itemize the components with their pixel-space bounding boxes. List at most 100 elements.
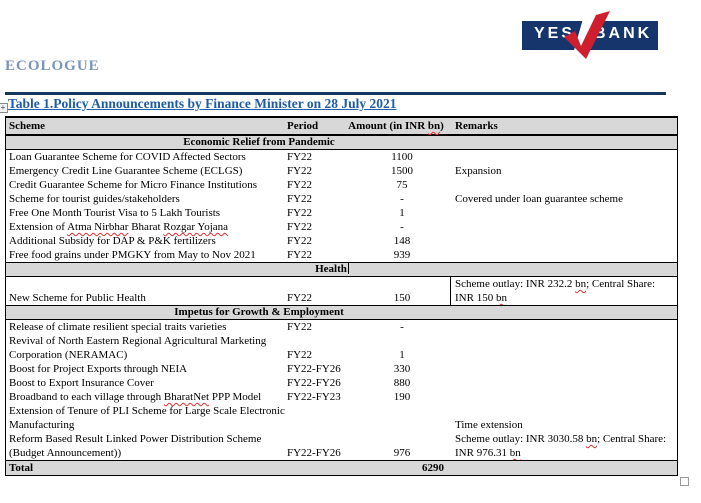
cell-border-line (450, 277, 451, 291)
amount-cell[interactable]: 75 (396, 179, 408, 191)
amount-cell[interactable]: 880 (393, 377, 411, 389)
section-header-label[interactable]: Impetus for Growth & Employment (174, 306, 344, 318)
section-header-row[interactable]: Impetus for Growth & Employment (6, 305, 677, 320)
scheme-cell[interactable]: Loan Guarantee Scheme for COVID Affected… (9, 151, 246, 163)
table-row[interactable]: (Budget Announcement)) FY22-FY26 976 INR 97… (6, 446, 677, 460)
table-row[interactable]: New Scheme for Public Health FY22 150 INR 1… (6, 291, 677, 305)
amount-cell[interactable]: - (400, 193, 404, 205)
amount-cell[interactable]: 1100 (391, 151, 413, 163)
table-row[interactable]: Extension of Atma Nirbhar Bharat Rozgar … (6, 220, 677, 234)
period-cell[interactable]: FY22-FY26 (287, 377, 341, 389)
table-row[interactable]: Manufacturing Time extension (6, 418, 677, 432)
remarks-cell[interactable]: Covered under loan guarantee scheme (455, 193, 623, 205)
scheme-cell[interactable]: Free food grains under PMGKY from May to… (9, 249, 256, 261)
scheme-cell[interactable]: Additional Subsidy for DAP & P&K fertili… (9, 235, 216, 247)
period-cell[interactable]: FY22 (287, 179, 313, 191)
section-header-row[interactable]: Health (6, 262, 677, 277)
amount-cell[interactable]: - (400, 221, 404, 233)
scheme-cell[interactable]: Scheme for tourist guides/stakeholders (9, 193, 180, 205)
period-cell[interactable]: FY22 (287, 292, 313, 304)
table-anchor-icon[interactable]: + (0, 103, 8, 113)
table-resize-handle[interactable] (680, 477, 689, 486)
amount-cell[interactable]: 330 (393, 363, 411, 375)
scheme-cell[interactable]: Boost for Project Exports through NEIA (9, 363, 188, 375)
ecologue-wordmark[interactable]: ECOLOGUE (5, 58, 100, 74)
scheme-cell[interactable]: (Budget Announcement)) (9, 447, 122, 459)
scheme-cell[interactable]: Reform Based Result Linked Power Distrib… (9, 433, 262, 445)
table-row[interactable]: Loan Guarantee Scheme for COVID Affected… (6, 150, 677, 164)
amount-cell[interactable]: 150 (393, 292, 411, 304)
spellcheck-squiggle: bn (509, 447, 521, 459)
period-cell[interactable]: FY22 (287, 349, 313, 361)
column-header-period[interactable]: Period (287, 120, 319, 132)
scheme-cell[interactable]: Broadband to each village through Bharat… (9, 391, 262, 403)
section-header-row[interactable]: Economic Relief from Pandemic (6, 135, 677, 150)
table-row[interactable]: Scheme for tourist guides/stakeholders FY… (6, 192, 677, 206)
cell-border-line (450, 291, 451, 305)
column-header-amount[interactable]: Amount (in INR bn) (348, 120, 444, 132)
spellcheck-squiggle: Rozgar Yojana (163, 221, 229, 233)
scheme-cell[interactable]: Revival of North Eastern Regional Agricu… (9, 335, 267, 347)
table-header-row[interactable]: Scheme Period Amount (in INR bn) Remarks (6, 118, 677, 135)
period-cell[interactable]: FY22 (287, 193, 313, 205)
red-tick-icon (564, 11, 610, 59)
period-cell[interactable]: FY22-FY26 (287, 363, 341, 375)
amount-cell[interactable]: 1500 (391, 165, 413, 177)
period-cell[interactable]: FY22 (287, 321, 313, 333)
period-cell[interactable]: FY22-FY23 (287, 391, 341, 403)
period-cell[interactable]: FY22 (287, 207, 313, 219)
table-row[interactable]: Credit Guarantee Scheme for Micro Financ… (6, 178, 677, 192)
period-cell[interactable]: FY22 (287, 235, 313, 247)
table-row[interactable]: Free One Month Tourist Visa to 5 Lakh To… (6, 206, 677, 220)
table-row[interactable]: Boost to Export Insurance Cover FY22-FY26… (6, 376, 677, 390)
scheme-cell[interactable]: New Scheme for Public Health (9, 292, 146, 304)
table-row[interactable]: Reform Based Result Linked Power Distrib… (6, 432, 677, 446)
remarks-cell[interactable]: INR 976.31 bn (455, 447, 521, 459)
section-header-label[interactable]: Health (315, 263, 349, 275)
scheme-cell[interactable]: Release of climate resilient special tra… (9, 321, 227, 333)
remarks-cell[interactable]: Scheme outlay: INR 3030.58 bn; Central S… (455, 433, 667, 445)
remarks-cell[interactable]: INR 150 bn (455, 292, 507, 304)
remarks-cell[interactable]: Time extension (455, 419, 523, 431)
table-row[interactable]: Scheme outlay: INR 232.2 bn; Central Sha… (6, 277, 677, 291)
period-cell[interactable]: FY22 (287, 151, 313, 163)
table-title[interactable]: Table 1.Policy Announcements by Finance … (8, 96, 397, 111)
period-cell[interactable]: FY22 (287, 165, 313, 177)
policy-table[interactable]: Scheme Period Amount (in INR bn) Remarks Eco… (5, 116, 678, 476)
amount-cell[interactable]: 1 (399, 207, 405, 219)
table-row[interactable]: Release of climate resilient special tra… (6, 320, 677, 334)
scheme-cell[interactable]: Corporation (NERAMAC) (9, 349, 128, 361)
table-row[interactable]: Emergency Credit Line Guarantee Scheme (… (6, 164, 677, 178)
table-row[interactable]: Corporation (NERAMAC) FY22 1 (6, 348, 677, 362)
period-cell[interactable]: FY22 (287, 221, 313, 233)
total-row[interactable]: Total 6290 (6, 460, 677, 475)
amount-cell[interactable]: 939 (393, 249, 411, 261)
scheme-cell[interactable]: Free One Month Tourist Visa to 5 Lakh To… (9, 207, 221, 219)
amount-cell[interactable]: 1 (399, 349, 405, 361)
section-header-label[interactable]: Economic Relief from Pandemic (183, 136, 335, 148)
amount-cell[interactable]: - (400, 321, 404, 333)
scheme-cell[interactable]: Emergency Credit Line Guarantee Scheme (… (9, 165, 243, 177)
remarks-cell[interactable]: Scheme outlay: INR 232.2 bn; Central Sha… (455, 278, 656, 290)
table-row[interactable]: Free food grains under PMGKY from May to… (6, 248, 677, 262)
table-row[interactable]: Revival of North Eastern Regional Agricu… (6, 334, 677, 348)
scheme-cell[interactable]: Boost to Export Insurance Cover (9, 377, 154, 389)
scheme-cell[interactable]: Credit Guarantee Scheme for Micro Financ… (9, 179, 258, 191)
column-header-scheme[interactable]: Scheme (9, 120, 46, 132)
amount-cell[interactable]: 190 (393, 391, 411, 403)
scheme-cell[interactable]: Manufacturing (9, 419, 75, 431)
period-cell[interactable]: FY22 (287, 249, 313, 261)
remarks-cell[interactable]: Expansion (455, 165, 502, 177)
amount-cell[interactable]: 6290 (422, 462, 444, 474)
scheme-cell[interactable]: Extension of Tenure of PLI Scheme for La… (9, 405, 285, 417)
amount-cell[interactable]: 976 (393, 447, 411, 459)
table-row[interactable]: Additional Subsidy for DAP & P&K fertili… (6, 234, 677, 248)
period-cell[interactable]: FY22-FY26 (287, 447, 341, 459)
scheme-cell[interactable]: Total (9, 462, 34, 474)
scheme-cell[interactable]: Extension of Atma Nirbhar Bharat Rozgar … (9, 221, 229, 233)
table-row[interactable]: Extension of Tenure of PLI Scheme for La… (6, 404, 677, 418)
table-row[interactable]: Boost for Project Exports through NEIA FY… (6, 362, 677, 376)
table-row[interactable]: Broadband to each village through Bharat… (6, 390, 677, 404)
amount-cell[interactable]: 148 (393, 235, 411, 247)
column-header-remarks[interactable]: Remarks (455, 120, 498, 132)
